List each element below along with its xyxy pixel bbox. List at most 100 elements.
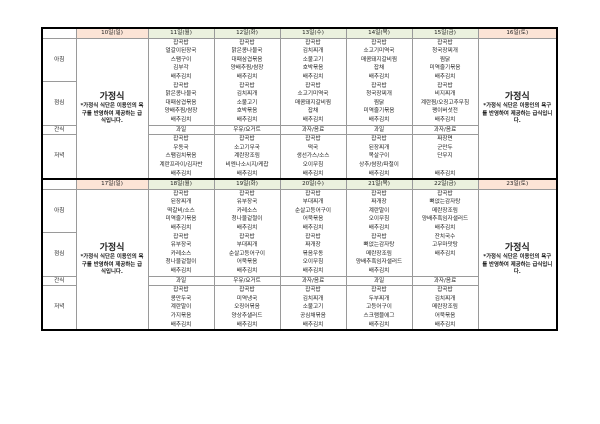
lunch-row: 양배추찜/쌈장 호박볶음 잡채 미역줄기볶음 팽이버섯전 (42, 107, 557, 116)
home-meal-cell: 가정식 *가정식 식단은 이용인의 욕구를 반영하여 제공하는 급식입니다. (75, 37, 149, 180)
menu-item: 잡곡밥 (345, 134, 413, 144)
menu-item: 잡곡밥 (345, 81, 413, 91)
dinner-row: 콩만두국 미역냉국 김치찌개 두부찌개 김치찌개 (42, 294, 557, 304)
menu-item: 고등어구이 (345, 303, 413, 312)
menu-item: 배추김치 (147, 72, 215, 82)
menu-item: 배추김치 (213, 224, 281, 233)
menu-item: 김부각 (147, 64, 215, 73)
menu-item: 잡채 (345, 64, 413, 73)
home-meal-title: 가정식 (99, 92, 125, 103)
menu-item: 잡곡밥 (411, 38, 479, 48)
date-header: 21일(목) (345, 178, 413, 190)
date-header: 19일(화) (213, 178, 281, 190)
home-meal-note: *가정식 식단은 이용인의 욕구를 반영하여 제공하는 급식입니다. (482, 103, 553, 125)
date-header-sunday: 10일(일) (75, 27, 149, 39)
menu-item: 계란장조림 (213, 152, 281, 161)
menu-item: 배추김치 (147, 115, 215, 126)
menu-item: 잡곡밥 (345, 38, 413, 48)
home-meal-title: 가정식 (99, 243, 125, 254)
breakfast-row: 아침 가정식 *가정식 식단은 이용인의 욕구를 반영하여 제공하는 급식입니다. 잡… (41, 188, 558, 331)
menu-item: 배추김치 (279, 115, 347, 126)
menu-item: 찜닭 (411, 55, 479, 65)
breakfast-row: 된장찌개 유부장국 부대찌개 짜개장 뼈없는감자탕 (42, 198, 557, 207)
menu-item: 잡곡밥 (279, 38, 347, 48)
lunch-row: 점심 잡곡밥 잡곡밥 잡곡밥 잡곡밥 잔치국수 (41, 232, 557, 277)
menu-item: 공심채볶음 (279, 312, 347, 321)
menu-item: 떡갈비/소스 (147, 206, 215, 216)
menu-item: 배추김치 (411, 320, 479, 331)
week-block: 17일(일) 18일(월) 19일(화) 20일(수) 21일(목) 22일(금) 23일(… (41, 178, 558, 331)
dinner-row: 배추김치 배추김치 배추김치 배추김치 배추김치 (42, 169, 557, 180)
home-meal-note: *가정식 식단은 이용인의 욕구를 반영하여 제공하는 급식입니다. (80, 103, 144, 125)
menu-item: 양배추찜/쌈장 (147, 107, 215, 116)
menu-item: 소불고기 (279, 55, 347, 65)
menu-item: 스팸김치볶음 (147, 152, 215, 161)
menu-item: 미역줄기볶음 (345, 107, 413, 116)
menu-item: 단무지 (411, 152, 479, 161)
menu-item: 배추김치 (411, 249, 479, 259)
menu-item: 잡곡밥 (411, 189, 479, 199)
menu-item: 양배추흑임자샐러드 (345, 258, 413, 268)
menu-item: 과자/음료 (279, 275, 347, 287)
menu-item: 배추김치 (213, 169, 281, 180)
menu-item: 비엔나소시지/케찹 (213, 160, 281, 170)
home-meal-cell: 가정식 *가정식 식단은 이용인의 욕구를 반영하여 제공하는 급식입니다. (75, 188, 149, 331)
menu-item (411, 258, 479, 268)
menu-item: 배추김치 (279, 224, 347, 233)
menu-item: 과일 (147, 124, 215, 136)
menu-item: 배추김치 (279, 169, 347, 180)
breakfast-row: 아침 가정식 *가정식 식단은 이용인의 욕구를 반영하여 제공하는 급식입니다. 잡… (41, 37, 558, 180)
menu-item: 과일 (147, 275, 215, 287)
date-header-sunday: 17일(일) (75, 178, 149, 190)
menu-item: 오이무침 (279, 160, 347, 170)
menu-item: 짜개장 (345, 198, 413, 207)
dinner-row: 저녁 잡곡밥 잡곡밥 잡곡밥 잡곡밥 잡곡밥 (41, 285, 557, 331)
snack-row: 간식 과일 우유/요거트 과자/음료 과일 과자/음료 (41, 275, 557, 287)
menu-item: 잡곡밥 (279, 285, 347, 295)
menu-item: 잡곡밥 (147, 134, 215, 144)
menu-item: 잡곡밥 (411, 285, 479, 295)
menu-item: 비지찌개 (411, 90, 479, 99)
menu-item: 잡곡밥 (213, 189, 281, 199)
menu-item: 가지볶음 (147, 312, 215, 321)
dinner-row: 우동국 소고기무국 떡국 된장찌개 군만두 (42, 143, 557, 153)
lunch-row: 유부장국 부대찌개 짜개장 뼈없는감자탕 고무마맛탕 (42, 241, 557, 250)
menu-item: 미역줄기볶음 (147, 215, 215, 225)
menu-item: 배추김치 (147, 267, 215, 277)
menu-item: 오징어볶음 (213, 303, 281, 312)
menu-item: 잡곡밥 (147, 285, 215, 295)
menu-item: 과자/음료 (411, 124, 479, 136)
menu-item: 찜닭 (345, 98, 413, 108)
date-header: 12일(화) (213, 27, 281, 39)
date-header: 18일(월) (147, 178, 215, 190)
lunch-row: 점심 잡곡밥 잡곡밥 잡곡밥 잡곡밥 잡곡밥 (41, 81, 557, 126)
menu-item: 청국장찌개 (345, 90, 413, 99)
menu-item: 맑은콩나물국 (147, 90, 215, 99)
menu-item: 미역냉국 (213, 294, 281, 304)
menu-item: 잡곡밥 (147, 189, 215, 199)
menu-item: 김치찌개 (279, 47, 347, 56)
menu-item: 배추김치 (147, 320, 215, 331)
meal-label-lunch: 점심 (41, 232, 77, 277)
menu-item: 계란말이 (147, 303, 215, 312)
menu-item: 잡곡밥 (345, 232, 413, 242)
breakfast-row: 얼갈이된장국 맑은콩나물국 김치찌개 소고기미역국 청국장찌개 (42, 47, 557, 56)
date-header: 22일(금) (411, 178, 479, 190)
menu-item: 양상추샐러드 (213, 312, 281, 321)
menu-item: 배추김치 (345, 267, 413, 277)
menu-item: 배추김치 (411, 72, 479, 82)
menu-item: 생선가스/소스 (279, 152, 347, 161)
menu-item: 잡곡밥 (147, 81, 215, 91)
menu-item: 잡곡밥 (147, 232, 215, 242)
menu-item: 스팸구이 (147, 55, 215, 65)
menu-item: 잡곡밥 (213, 38, 281, 48)
date-header: 20일(수) (279, 178, 347, 190)
meal-label-lunch: 점심 (41, 81, 77, 126)
dinner-row: 계란말이 오징어볶음 소불고기 고등어구이 메란장조림 (42, 303, 557, 312)
menu-item: 매콤돼지갈비찜 (279, 98, 347, 108)
menu-item: 볶음우동 (279, 249, 347, 259)
menu-item: 뼈없는감자탕 (345, 241, 413, 250)
dinner-row: 계란프라이/김자반 비엔나소시지/케찹 오이무침 상추/쌈장/파절이 (42, 160, 557, 170)
date-header: 13일(수) (279, 27, 347, 39)
menu-item: 잡곡밥 (213, 232, 281, 242)
